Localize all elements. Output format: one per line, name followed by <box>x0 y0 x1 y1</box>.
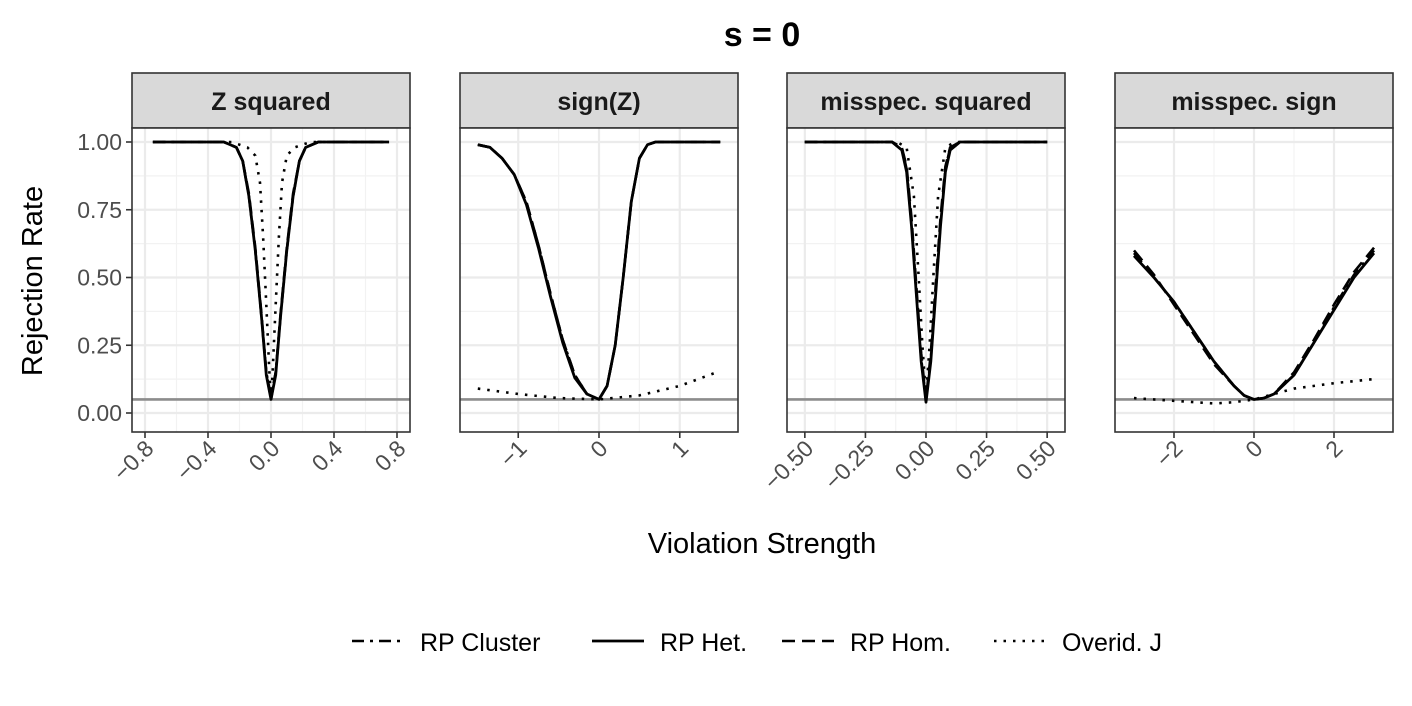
panel-strip <box>459 72 739 129</box>
legend-label: RP Hom. <box>850 629 951 657</box>
series-line-rp-hom <box>477 140 721 401</box>
x-tick-label: 0.25 <box>950 435 1000 485</box>
x-tick-label: −0.25 <box>819 435 879 495</box>
series-line-overid-j <box>152 140 390 401</box>
facet-panels: Z squared −0.8 −0.4 0.0 0.4 0.8 sign(Z) −1 0 1 mis… <box>108 72 1394 495</box>
y-tick-label: 1.00 <box>77 129 122 155</box>
gridlines <box>132 128 410 432</box>
x-tick-label: 2 <box>1320 435 1347 462</box>
x-tick-label: 0.8 <box>370 435 411 476</box>
x-tick-label: 0.00 <box>889 435 939 485</box>
series-line-rp-hom <box>1132 246 1376 401</box>
x-tick-label: 0 <box>1240 435 1267 462</box>
legend-item: RP Cluster <box>352 629 540 657</box>
panel-2: sign(Z) −1 0 1 <box>459 72 739 472</box>
y-tick-label: 0.50 <box>77 265 122 291</box>
x-tick-label: 0.4 <box>307 435 348 476</box>
y-tick-label: 0.00 <box>77 400 122 426</box>
series-line-rp-het <box>1132 252 1376 401</box>
legend-label: RP Cluster <box>420 629 540 657</box>
y-axis-title: Rejection Rate <box>17 186 49 376</box>
panel-strip <box>786 72 1066 129</box>
x-tick-label: −1 <box>495 435 532 472</box>
y-axis: 0.00 0.25 0.50 0.75 1.00 <box>77 129 132 426</box>
x-tick-label: 0.50 <box>1011 435 1061 485</box>
series-line-rp-hom <box>804 140 1048 401</box>
x-tick-label: −0.4 <box>171 435 222 486</box>
y-tick-label: 0.75 <box>77 197 122 223</box>
legend-item: RP Hom. <box>782 629 951 657</box>
x-tick-label: −0.50 <box>759 435 819 495</box>
panel-title: misspec. sign <box>1171 88 1336 116</box>
legend-label: RP Het. <box>660 629 747 657</box>
gridlines <box>1115 128 1393 432</box>
chart-title: s = 0 <box>724 16 801 54</box>
series-line-overid-j <box>804 140 1048 398</box>
x-tick-label: −0.8 <box>108 435 158 485</box>
x-tick-label: 1 <box>666 435 693 462</box>
panel-4: misspec. sign −2 0 2 <box>1114 72 1394 472</box>
panel-1: Z squared −0.8 −0.4 0.0 0.4 0.8 <box>108 72 411 486</box>
x-tick-label: 0 <box>585 435 612 462</box>
legend-label: Overid. J <box>1062 629 1162 657</box>
panel-title: misspec. squared <box>820 88 1031 116</box>
gridlines <box>460 128 738 432</box>
x-tick-label: −2 <box>1151 435 1188 472</box>
panel-strip <box>131 72 411 129</box>
series-line-rp-hom <box>152 140 390 401</box>
x-tick-label: 0.0 <box>244 435 285 476</box>
y-tick-label: 0.25 <box>77 332 122 358</box>
panel-title: sign(Z) <box>557 88 640 116</box>
legend: RP Cluster RP Het. RP Hom. Overid. J <box>352 629 1162 657</box>
legend-item: Overid. J <box>994 629 1162 657</box>
panel-title: Z squared <box>211 88 330 116</box>
legend-item: RP Het. <box>592 629 747 657</box>
panel-3: misspec. squared −0.50 −0.25 0.00 0.25 0.50 <box>759 72 1066 495</box>
x-axis-title: Violation Strength <box>648 528 876 560</box>
